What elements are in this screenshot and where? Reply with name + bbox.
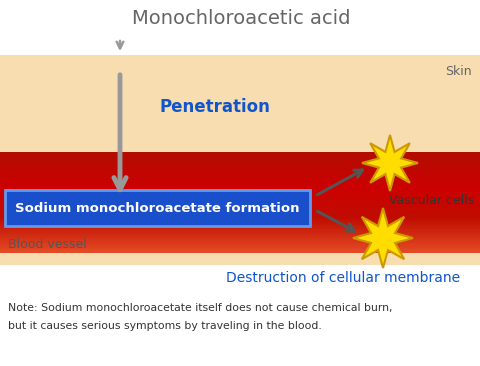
Bar (0, 219, 480, 220)
Bar (0, 240, 480, 242)
Bar (0, 193, 480, 194)
Bar (0, 190, 480, 191)
Bar (0, 185, 480, 186)
Bar (0, 239, 480, 240)
Bar (0, 211, 480, 213)
Text: Skin: Skin (444, 65, 471, 78)
Text: Vascular cells: Vascular cells (389, 194, 474, 206)
Bar (0, 152, 480, 153)
Bar (0, 163, 480, 165)
Bar (0, 182, 480, 184)
Bar (0, 246, 480, 247)
Bar (0, 184, 480, 185)
Bar (0, 175, 480, 176)
Bar (0, 228, 480, 229)
Bar (0, 205, 480, 206)
Bar (0, 157, 480, 158)
Bar (0, 209, 480, 210)
Bar (0, 236, 480, 238)
Bar (0, 162, 480, 163)
Bar (0, 156, 480, 157)
Text: but it causes serious symptoms by traveling in the blood.: but it causes serious symptoms by travel… (8, 321, 321, 331)
Bar (0, 194, 480, 195)
Bar (0, 170, 480, 171)
Bar (0, 179, 480, 180)
Bar (0, 173, 480, 175)
Bar (0, 188, 480, 190)
Text: Penetration: Penetration (159, 98, 270, 116)
Bar (0, 172, 480, 173)
Bar (0, 160, 480, 161)
Bar (0, 154, 480, 156)
Bar (0, 199, 480, 200)
Bar (0, 191, 480, 193)
Bar (0, 208, 480, 209)
Text: Note: Sodium monochloroacetate itself does not cause chemical burn,: Note: Sodium monochloroacetate itself do… (8, 303, 392, 313)
Bar (0, 177, 480, 179)
Bar (0, 187, 480, 188)
Bar (0, 171, 480, 172)
Bar (0, 167, 480, 168)
Bar (0, 165, 480, 166)
Text: Blood vessel: Blood vessel (8, 238, 86, 250)
Bar (0, 181, 480, 182)
Bar (0, 220, 480, 221)
Bar (0, 195, 480, 196)
Bar (0, 247, 480, 248)
Bar (0, 213, 480, 214)
Bar (0, 250, 480, 252)
Bar (0, 223, 480, 224)
Bar (0, 216, 480, 218)
Bar (0, 153, 480, 154)
Bar (0, 232, 480, 233)
Bar (0, 168, 480, 170)
Bar (0, 221, 480, 223)
FancyBboxPatch shape (5, 190, 309, 226)
Text: Sodium monochloroacetate formation: Sodium monochloroacetate formation (15, 202, 299, 214)
Bar (0, 161, 480, 162)
Bar (0, 166, 480, 167)
Bar (0, 225, 480, 227)
Bar (0, 215, 480, 216)
Bar (0, 55, 480, 265)
Bar (0, 252, 480, 253)
Bar (0, 243, 480, 244)
Bar (0, 235, 480, 236)
Polygon shape (361, 135, 417, 191)
Bar (0, 180, 480, 181)
Bar (0, 158, 480, 160)
Bar (0, 200, 480, 201)
Bar (0, 229, 480, 230)
Bar (0, 224, 480, 225)
Bar (0, 214, 480, 215)
Bar (0, 202, 480, 204)
Bar (0, 234, 480, 235)
Bar (0, 201, 480, 202)
Bar (0, 210, 480, 211)
Bar (0, 196, 480, 197)
Bar (0, 197, 480, 199)
Bar (0, 233, 480, 234)
Bar (0, 227, 480, 228)
Bar (0, 218, 480, 219)
Text: Monochloroacetic acid: Monochloroacetic acid (132, 8, 349, 27)
Bar (0, 244, 480, 246)
Polygon shape (352, 208, 412, 268)
Bar (0, 238, 480, 239)
Text: Destruction of cellular membrane: Destruction of cellular membrane (226, 271, 459, 285)
Bar (0, 186, 480, 187)
Bar (0, 204, 480, 205)
Bar (0, 249, 480, 250)
Bar (0, 248, 480, 249)
Bar (0, 230, 480, 232)
Bar (0, 242, 480, 243)
Bar (0, 176, 480, 177)
Bar (0, 206, 480, 208)
